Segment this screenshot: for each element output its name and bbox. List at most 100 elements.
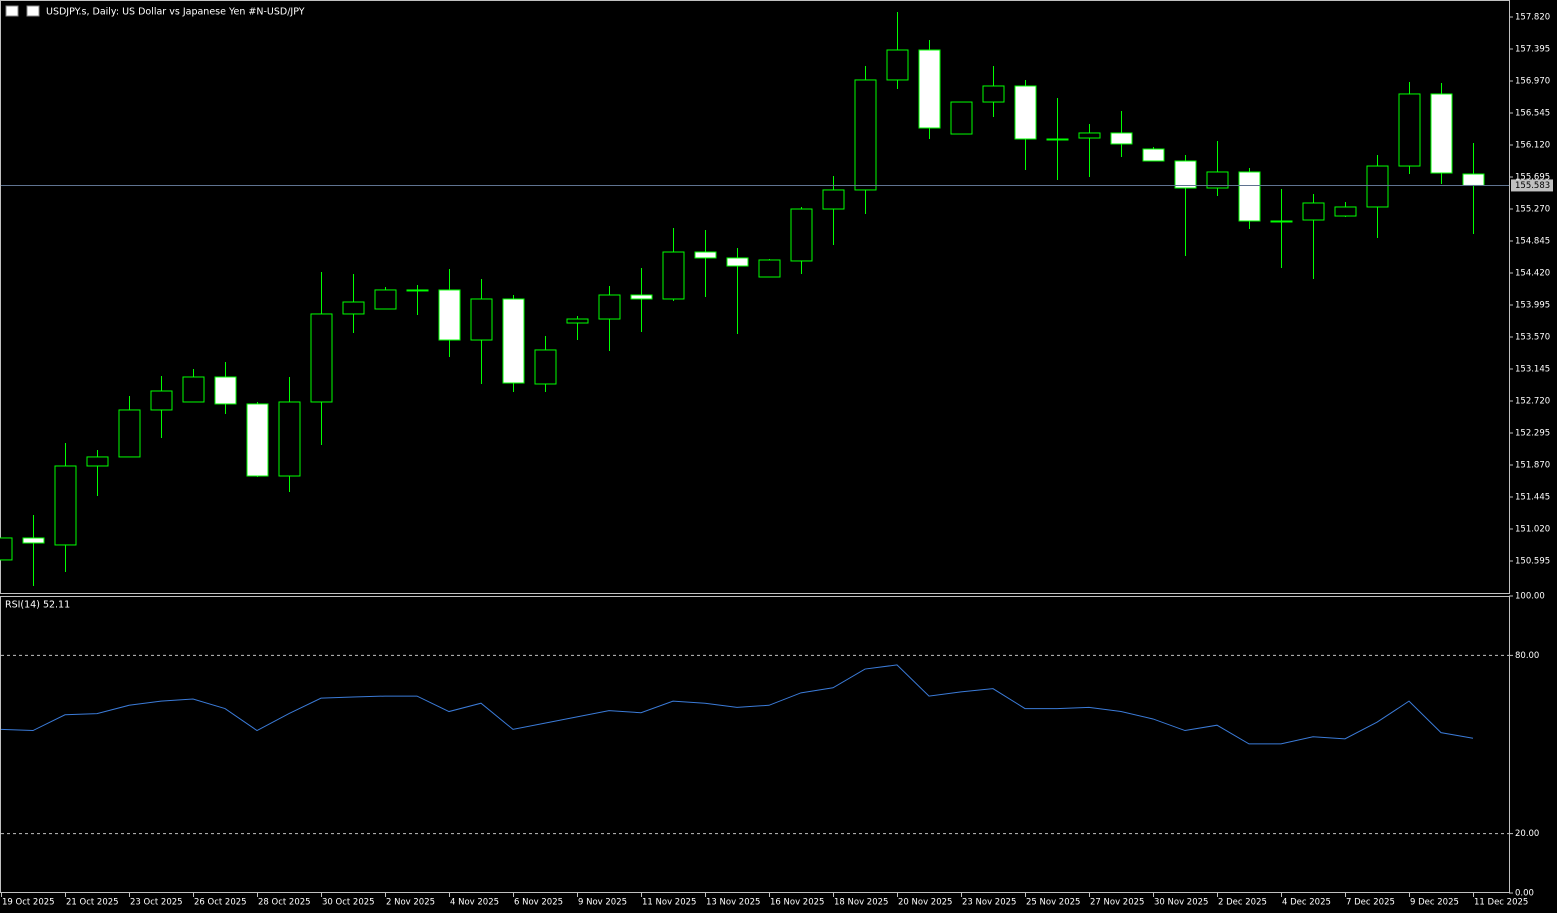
y-tick-label: 151.870	[1515, 461, 1550, 471]
y-tick-label: 80.00	[1515, 651, 1539, 661]
candle-body	[1366, 165, 1389, 208]
candle-body	[246, 403, 269, 477]
candle-body	[0, 537, 13, 561]
candle-body	[1206, 171, 1229, 189]
candle-body	[1238, 171, 1261, 222]
candle-body	[854, 79, 877, 191]
candle-body	[182, 376, 205, 403]
y-tick-label: 156.120	[1515, 141, 1550, 151]
x-tick-label: 4 Nov 2025	[450, 898, 499, 908]
main-frame	[0, 0, 1510, 594]
x-tick-label: 30 Oct 2025	[322, 898, 375, 908]
rsi-frame	[0, 596, 1510, 893]
y-tick-label: 153.570	[1515, 333, 1550, 343]
y-tick-label: 100.00	[1515, 592, 1545, 602]
x-tick-label: 2 Dec 2025	[1218, 898, 1267, 908]
candle-body	[1270, 220, 1293, 223]
y-tick-label: 155.270	[1515, 205, 1550, 215]
x-tick-label: 23 Nov 2025	[962, 898, 1016, 908]
candle-body	[278, 401, 301, 477]
candle-body	[566, 318, 589, 324]
candle-body	[1174, 160, 1197, 189]
candle-body	[470, 298, 493, 341]
candle-body	[822, 189, 845, 210]
candle-body	[1078, 132, 1101, 139]
candle-body	[502, 298, 525, 384]
candle-body	[342, 301, 365, 315]
x-tick-label: 23 Oct 2025	[130, 898, 183, 908]
candle-body	[438, 289, 461, 341]
x-tick-label: 20 Nov 2025	[898, 898, 952, 908]
candle-body	[758, 259, 781, 278]
candle-body	[1334, 206, 1357, 217]
candle-body	[1014, 85, 1037, 140]
x-tick-label: 9 Nov 2025	[578, 898, 627, 908]
candle-body	[406, 289, 429, 292]
y-tick-label: 153.995	[1515, 301, 1550, 311]
candle-body	[214, 376, 237, 405]
candle-body	[150, 390, 173, 411]
x-tick-label: 4 Dec 2025	[1282, 898, 1331, 908]
candle-body	[694, 251, 717, 259]
x-tick-label: 2 Nov 2025	[386, 898, 435, 908]
x-tick-label: 16 Nov 2025	[770, 898, 824, 908]
candle-body	[534, 349, 557, 385]
candle-body	[886, 49, 909, 81]
y-tick-label: 151.445	[1515, 493, 1550, 503]
candle-body	[310, 313, 333, 403]
y-tick-label: 156.970	[1515, 77, 1550, 87]
candle-body	[86, 456, 109, 467]
candle-body	[22, 537, 45, 544]
x-tick-label: 11 Dec 2025	[1474, 898, 1528, 908]
rsi-line	[0, 664, 1474, 745]
x-tick-label: 19 Oct 2025	[2, 898, 55, 908]
x-tick-label: 26 Oct 2025	[194, 898, 247, 908]
candle-body	[54, 465, 77, 546]
x-tick-label: 30 Nov 2025	[1154, 898, 1208, 908]
candle-body	[790, 208, 813, 262]
icon	[26, 5, 40, 17]
y-tick-label: 0.00	[1515, 889, 1534, 899]
x-tick-label: 25 Nov 2025	[1026, 898, 1080, 908]
rsi-title: RSI(14) 52.11	[5, 600, 70, 611]
candle-body	[726, 257, 749, 267]
candle-body	[662, 251, 685, 300]
y-tick-label: 154.845	[1515, 237, 1550, 247]
y-tick-label: 157.395	[1515, 45, 1550, 55]
candle-body	[1302, 202, 1325, 221]
candle-body	[918, 49, 941, 129]
y-tick-label: 153.145	[1515, 365, 1550, 375]
candle-body	[630, 294, 653, 300]
candle-body	[1142, 148, 1165, 162]
y-tick-label: 152.295	[1515, 429, 1550, 439]
y-tick-label: 150.595	[1515, 557, 1550, 567]
chart-title: USDJPY.s, Daily: US Dollar vs Japanese Y…	[46, 7, 305, 18]
x-tick-label: 6 Nov 2025	[514, 898, 563, 908]
candle-body	[118, 409, 141, 458]
y-tick-label: 154.420	[1515, 269, 1550, 279]
price-label-box	[1511, 179, 1553, 192]
x-tick-label: 9 Dec 2025	[1410, 898, 1459, 908]
x-tick-label: 18 Nov 2025	[834, 898, 888, 908]
y-tick-label: 152.720	[1515, 397, 1550, 407]
candle-body	[598, 294, 621, 320]
x-tick-label: 11 Nov 2025	[642, 898, 696, 908]
icon	[5, 5, 19, 17]
candle-body	[1110, 132, 1133, 145]
y-tick-label: 155.695	[1515, 173, 1550, 183]
x-tick-label: 27 Nov 2025	[1090, 898, 1144, 908]
x-tick-label: 21 Oct 2025	[66, 898, 119, 908]
x-tick-label: 7 Dec 2025	[1346, 898, 1395, 908]
x-tick-label: 13 Nov 2025	[706, 898, 760, 908]
y-tick-label: 151.020	[1515, 525, 1550, 535]
y-tick-label: 156.545	[1515, 109, 1550, 119]
x-tick-label: 28 Oct 2025	[258, 898, 311, 908]
candle-body	[374, 289, 397, 310]
candle-body	[950, 101, 973, 135]
candle-body	[1398, 93, 1421, 167]
y-tick-label: 157.820	[1515, 13, 1550, 23]
price-label: 155.583	[1515, 181, 1550, 191]
y-tick-label: 20.00	[1515, 829, 1539, 839]
